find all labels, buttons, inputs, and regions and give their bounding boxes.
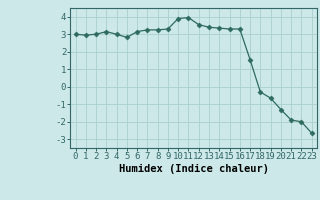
X-axis label: Humidex (Indice chaleur): Humidex (Indice chaleur) [119,164,268,174]
